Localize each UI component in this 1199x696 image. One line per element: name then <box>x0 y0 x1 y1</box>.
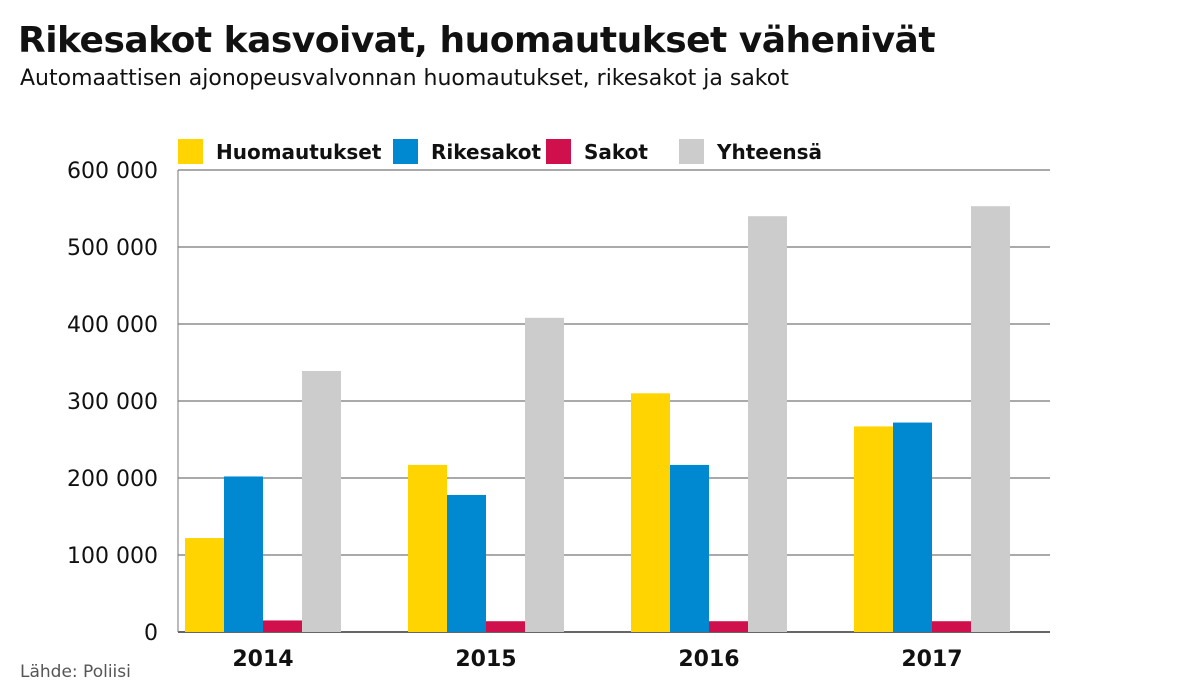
bar-rikesakot-2015 <box>447 494 486 632</box>
bar-huomautukset-2015 <box>408 464 447 632</box>
bar-sakot-2017 <box>932 621 971 632</box>
y-axis: 0 100 000 200 000 300 000 400 000 500 000 600 … <box>67 159 158 646</box>
x-tick-label: 2015 <box>455 647 516 672</box>
legend-swatch <box>178 139 203 164</box>
bar-yhteensä-2017 <box>971 206 1010 632</box>
bar-sakot-2015 <box>486 621 525 632</box>
bar-huomautukset-2016 <box>631 393 670 632</box>
bar-rikesakot-2014 <box>224 476 263 632</box>
legend-label: Huomautukset <box>216 140 382 164</box>
y-tick-label: 200 000 <box>67 467 158 492</box>
y-tick-label: 600 000 <box>67 159 158 184</box>
chart-subtitle: Automaattisen ajonopeusvalvonnan huomaut… <box>20 66 789 91</box>
legend-swatch <box>679 139 704 164</box>
x-tick-label: 2014 <box>232 647 293 672</box>
y-tick-label: 300 000 <box>67 390 158 415</box>
bars <box>185 206 1010 632</box>
legend-label: Yhteensä <box>716 140 822 164</box>
legend: Huomautukset Rikesakot Sakot Yhteensä <box>178 139 822 164</box>
source-note: Lähde: Poliisi <box>20 662 131 682</box>
bar-yhteensä-2016 <box>748 216 787 632</box>
x-axis: 2014 2015 2016 2017 <box>232 647 962 672</box>
bar-huomautukset-2014 <box>185 538 224 632</box>
bar-yhteensä-2014 <box>302 370 341 632</box>
bar-yhteensä-2015 <box>525 317 564 632</box>
chart-title: Rikesakot kasvoivat, huomautukset väheni… <box>18 20 936 61</box>
bar-huomautukset-2017 <box>854 426 893 632</box>
bar-sakot-2014 <box>263 620 302 632</box>
legend-swatch <box>546 139 571 164</box>
y-tick-label: 100 000 <box>67 544 158 569</box>
x-tick-label: 2017 <box>901 647 962 672</box>
y-tick-label: 400 000 <box>67 313 158 338</box>
y-tick-label: 0 <box>144 621 158 646</box>
bar-sakot-2016 <box>709 621 748 632</box>
legend-label: Rikesakot <box>431 140 541 164</box>
legend-swatch <box>393 139 418 164</box>
bar-rikesakot-2016 <box>670 464 709 632</box>
bar-rikesakot-2017 <box>893 422 932 632</box>
y-tick-label: 500 000 <box>67 236 158 261</box>
x-tick-label: 2016 <box>678 647 739 672</box>
legend-label: Sakot <box>584 140 648 164</box>
